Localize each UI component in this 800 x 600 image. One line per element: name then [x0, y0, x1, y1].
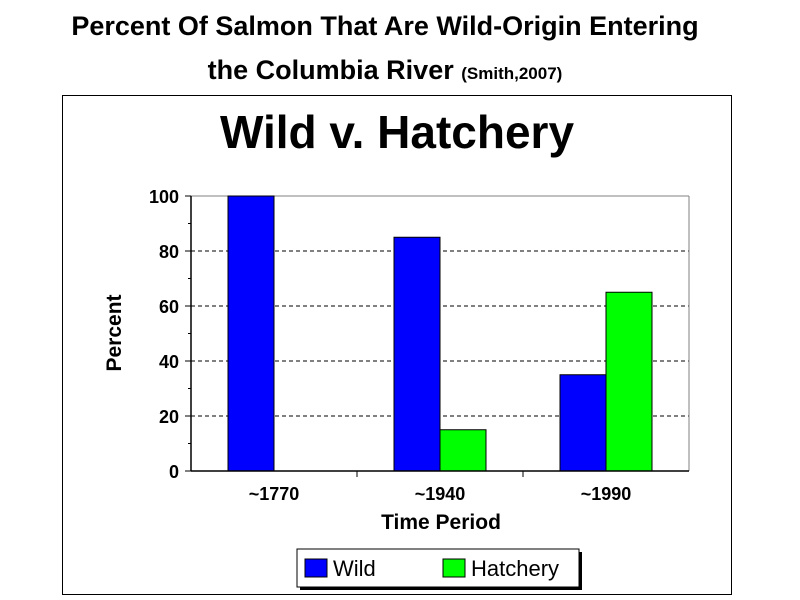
- legend-box: [296, 548, 580, 588]
- chart-frame: Wild v. Hatchery 0 20 40 60 80 100 ~1770 ~1940 ~…: [62, 95, 732, 595]
- y-tick-label: 0: [169, 462, 179, 482]
- chart-svg: Wild v. Hatchery 0 20 40 60 80 100 ~1770 ~1940 ~…: [103, 106, 690, 590]
- bar-wild: [393, 236, 441, 472]
- plot-area: 0 20 40 60 80 100 ~1770 ~1940 ~1990: [149, 187, 690, 504]
- slide-title-main: the Columbia River: [207, 55, 454, 85]
- y-tick-label: 100: [149, 187, 179, 207]
- y-tick-label: 20: [159, 407, 179, 427]
- legend-label-hatchery: Hatchery: [471, 556, 559, 581]
- legend-swatch-hatchery: [442, 558, 466, 578]
- bar-wild: [559, 374, 607, 472]
- legend-label-wild: Wild: [333, 556, 376, 581]
- slide-title-line2: the Columbia River (Smith,2007): [0, 55, 770, 86]
- y-axis-title: Percent: [103, 294, 126, 371]
- slide-title-line1: Percent Of Salmon That Are Wild-Origin E…: [71, 11, 699, 41]
- legend-swatch-wild: [304, 558, 328, 578]
- bar-hatchery: [605, 291, 653, 472]
- y-tick-label: 80: [159, 242, 179, 262]
- bar-hatchery: [439, 429, 487, 472]
- bar-wild: [227, 195, 275, 472]
- chart-title: Wild v. Hatchery: [220, 106, 574, 158]
- x-axis-title: Time Period: [381, 511, 501, 534]
- x-tick-label: ~1940: [415, 484, 466, 504]
- legend: Wild Hatchery: [296, 548, 582, 590]
- y-tick-label: 60: [159, 297, 179, 317]
- y-tick-label: 40: [159, 352, 179, 372]
- x-tick-label: ~1990: [581, 484, 632, 504]
- x-tick-label: ~1770: [249, 484, 300, 504]
- citation: (Smith,2007): [461, 64, 563, 83]
